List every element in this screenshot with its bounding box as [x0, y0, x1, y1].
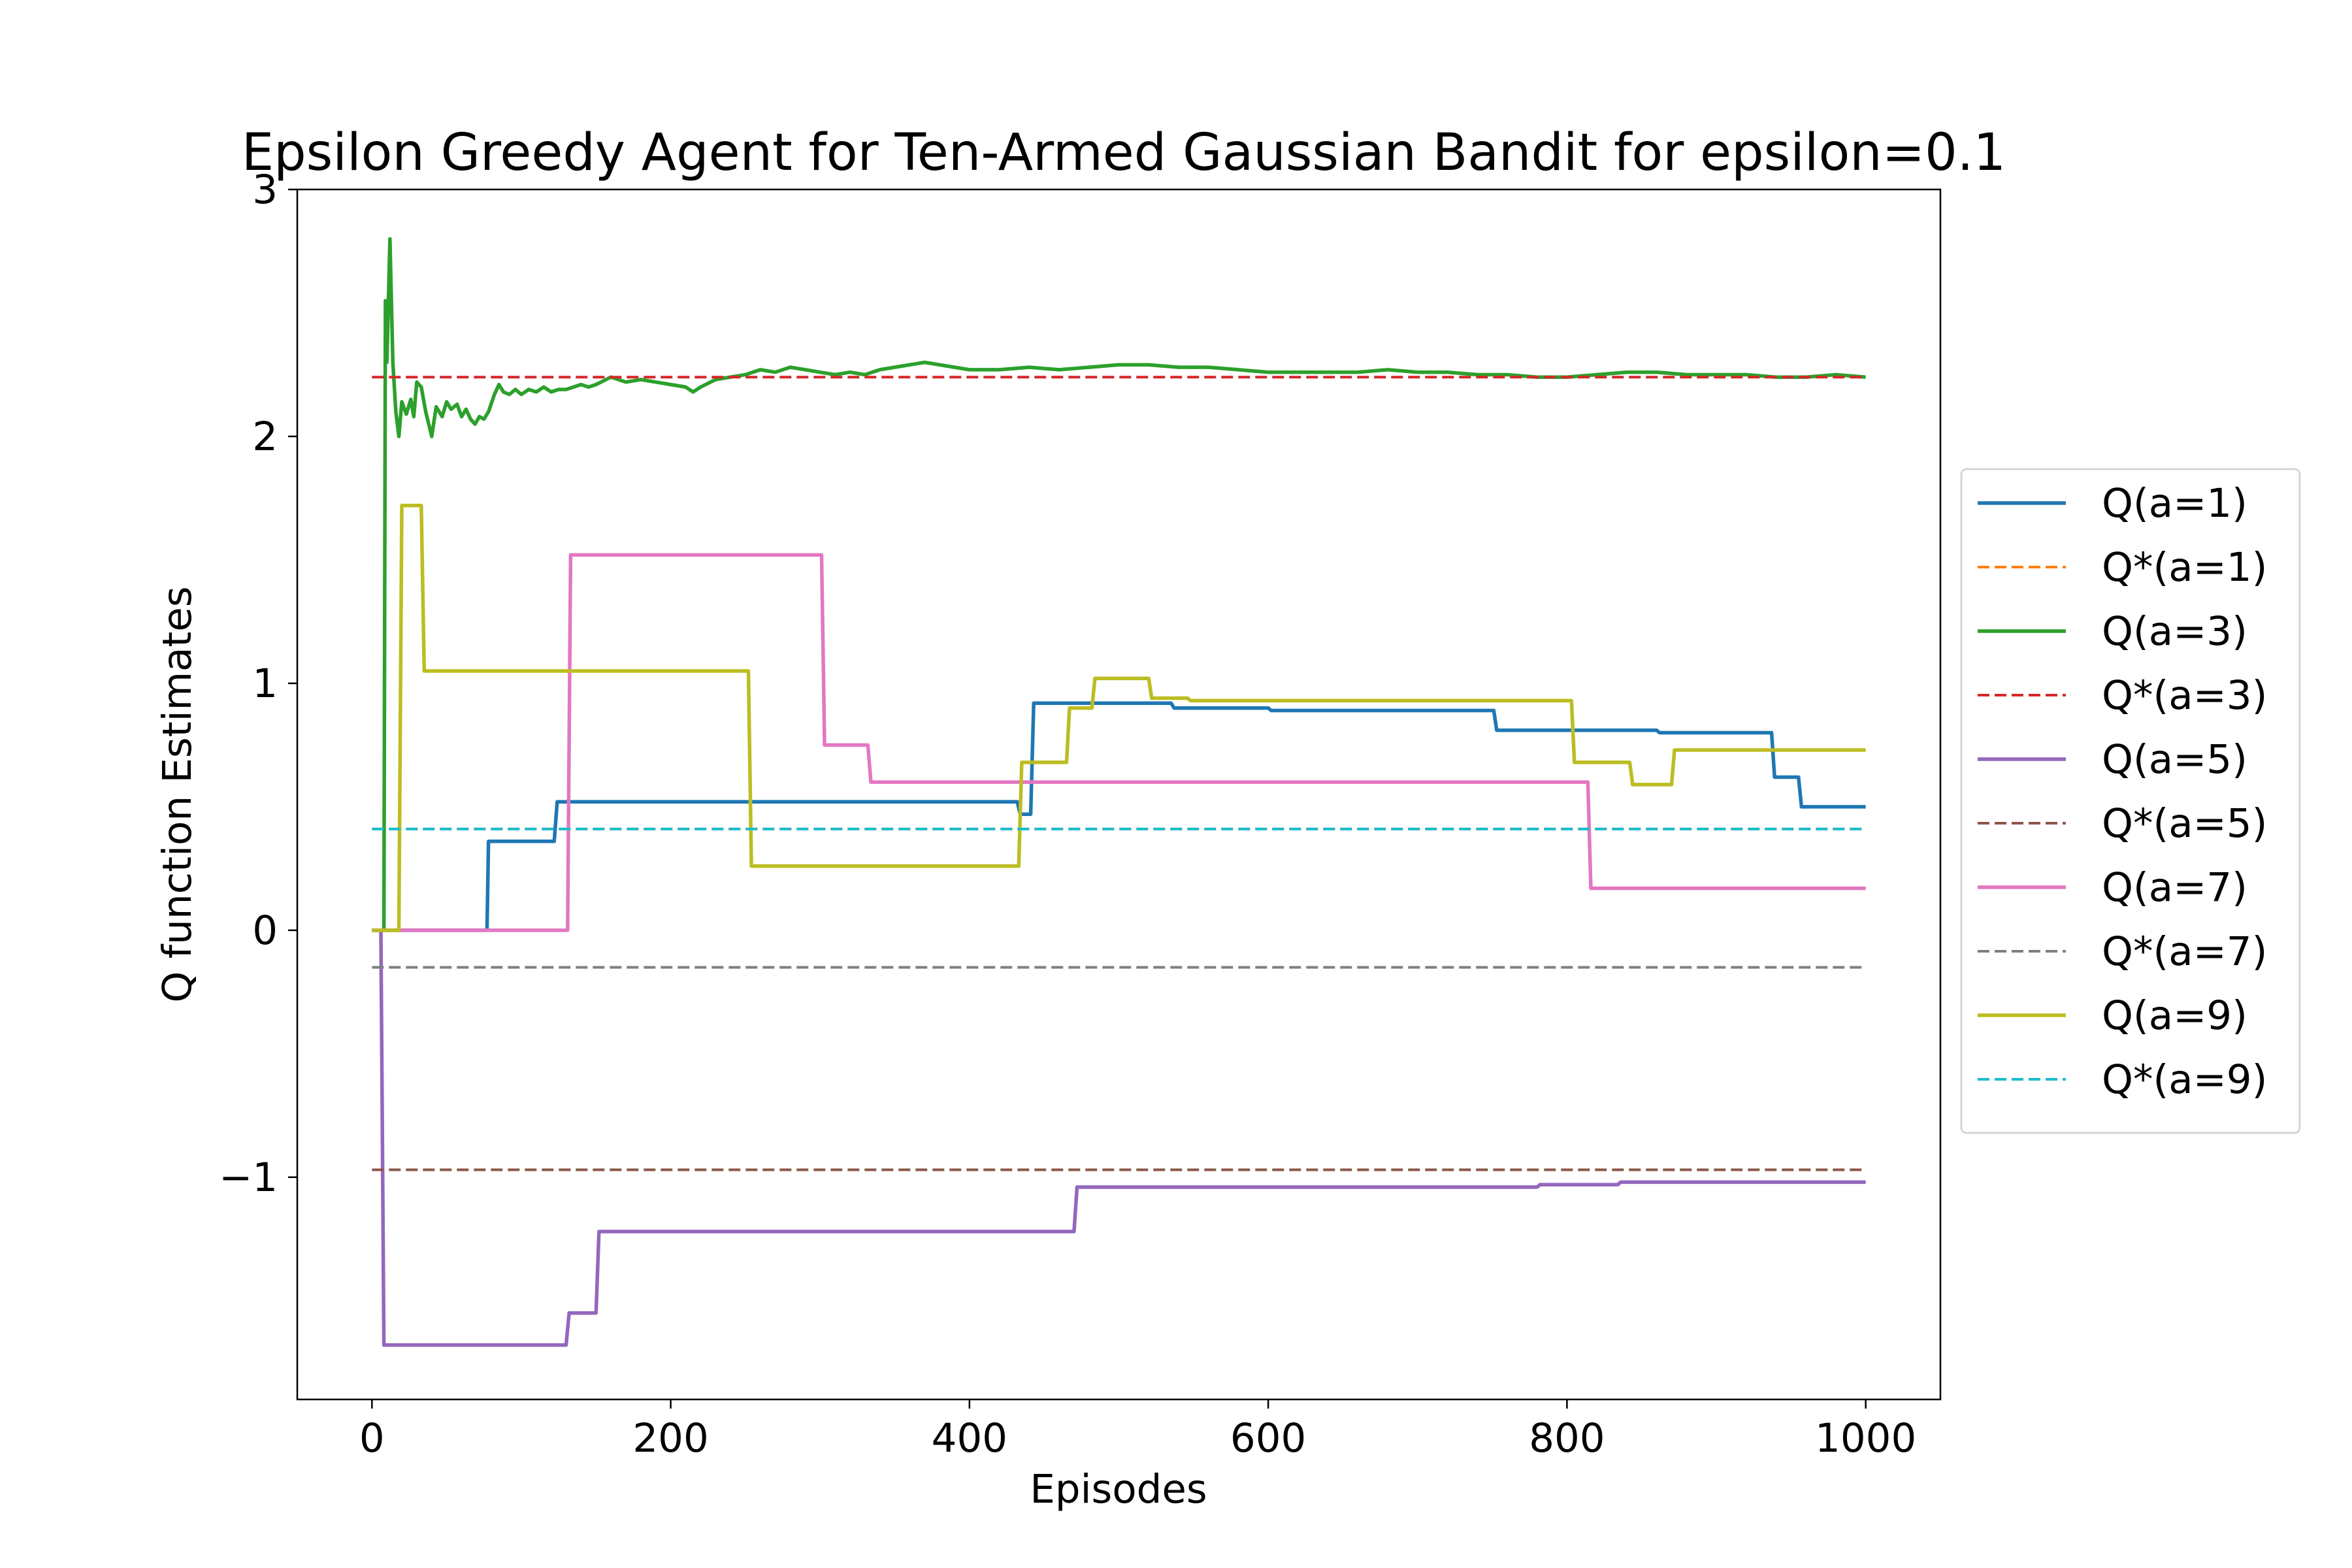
chart-title: Epsilon Greedy Agent for Ten-Armed Gauss…: [242, 123, 2006, 182]
x-tick-label: 0: [359, 1415, 385, 1462]
legend-label: Q(a=9): [2102, 992, 2247, 1039]
legend-label: Q(a=7): [2102, 864, 2247, 911]
legend-label: Q(a=3): [2102, 608, 2247, 655]
series-line-1: [372, 701, 1866, 932]
series-layer: [372, 237, 1866, 1347]
plot-clip-group: [372, 237, 1866, 1347]
plot-area: [296, 188, 1942, 1401]
y-axis: −1 0 1 2 3: [219, 167, 297, 1201]
x-tick-label: 1000: [1815, 1415, 1916, 1462]
series-line-7: [372, 553, 1866, 932]
x-tick-label: 400: [932, 1415, 1007, 1462]
x-tick-label: 200: [632, 1415, 708, 1462]
x-axis: 0 200 400 600 800 1000: [359, 1399, 1916, 1462]
plot-frame: [296, 188, 1942, 1401]
x-tick-label: 600: [1230, 1415, 1306, 1462]
legend-label: Q*(a=3): [2102, 672, 2267, 719]
legend-label: Q*(a=5): [2102, 800, 2267, 847]
y-tick-label: 3: [252, 167, 278, 213]
legend-label: Q(a=1): [2102, 480, 2247, 527]
legend-label: Q*(a=1): [2102, 544, 2267, 591]
series-line-9: [372, 504, 1866, 932]
y-tick-label: −1: [219, 1154, 278, 1201]
series-line-5: [372, 928, 1866, 1347]
x-tick-label: 800: [1529, 1415, 1605, 1462]
legend-label: Q*(a=9): [2102, 1056, 2267, 1103]
y-tick-label: 1: [252, 661, 278, 707]
legend-label: Q(a=5): [2102, 736, 2247, 783]
y-tick-label: 0: [252, 907, 278, 954]
legend-label: Q*(a=7): [2102, 928, 2267, 975]
y-tick-label: 2: [252, 414, 278, 460]
legend: Q(a=1) Q*(a=1) Q(a=3) Q*(a=3) Q(a=5) Q*(a=5) Q…: [1960, 468, 2301, 1134]
series-line-3: [372, 237, 1866, 932]
legend-box: [1960, 468, 2301, 1134]
x-axis-label: Episodes: [1030, 1466, 1207, 1512]
y-axis-label: Q function Estimates: [154, 586, 201, 1002]
